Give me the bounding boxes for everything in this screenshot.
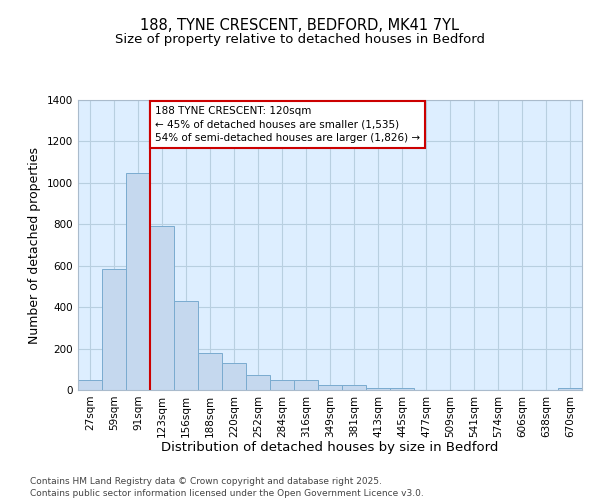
Text: Contains HM Land Registry data © Crown copyright and database right 2025.
Contai: Contains HM Land Registry data © Crown c… bbox=[30, 476, 424, 498]
Text: 188, TYNE CRESCENT, BEDFORD, MK41 7YL: 188, TYNE CRESCENT, BEDFORD, MK41 7YL bbox=[140, 18, 460, 32]
Bar bbox=[126, 173, 150, 390]
Bar bbox=[150, 226, 174, 390]
Text: Size of property relative to detached houses in Bedford: Size of property relative to detached ho… bbox=[115, 32, 485, 46]
Bar bbox=[78, 380, 102, 390]
Bar bbox=[222, 364, 246, 390]
Bar bbox=[174, 300, 198, 390]
X-axis label: Distribution of detached houses by size in Bedford: Distribution of detached houses by size … bbox=[161, 441, 499, 454]
Text: 188 TYNE CRESCENT: 120sqm
← 45% of detached houses are smaller (1,535)
54% of se: 188 TYNE CRESCENT: 120sqm ← 45% of detac… bbox=[155, 106, 420, 142]
Bar bbox=[102, 269, 126, 390]
Y-axis label: Number of detached properties: Number of detached properties bbox=[28, 146, 41, 344]
Bar bbox=[342, 386, 366, 390]
Bar bbox=[390, 388, 414, 390]
Bar bbox=[246, 375, 270, 390]
Bar bbox=[366, 388, 390, 390]
Bar bbox=[558, 388, 582, 390]
Bar bbox=[318, 385, 342, 390]
Bar bbox=[270, 380, 294, 390]
Bar bbox=[294, 380, 318, 390]
Bar bbox=[198, 352, 222, 390]
